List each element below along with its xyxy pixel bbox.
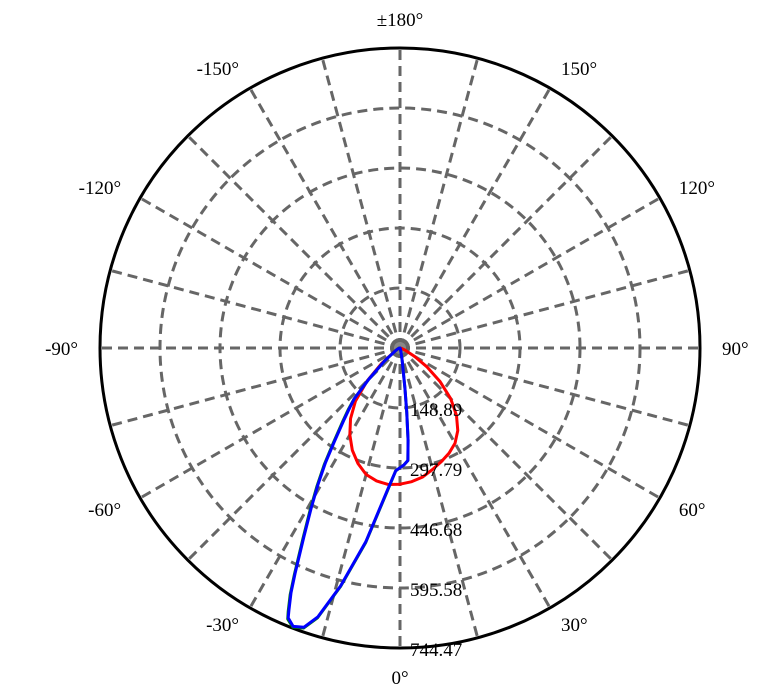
grid-spoke bbox=[186, 134, 402, 350]
grid-spoke bbox=[109, 346, 401, 428]
series-layer bbox=[286, 346, 460, 630]
grid-spoke bbox=[320, 57, 402, 349]
angle-tick-label: -90° bbox=[45, 339, 78, 360]
radial-tick-label: 148.89 bbox=[410, 400, 462, 421]
angle-tick-label: -150° bbox=[197, 59, 239, 80]
grid-spoke bbox=[399, 268, 691, 350]
grid-spoke bbox=[139, 346, 401, 500]
grid-spoke bbox=[320, 347, 402, 639]
grid-spoke bbox=[139, 196, 401, 350]
grid-spoke bbox=[398, 347, 552, 609]
grid-spoke bbox=[109, 268, 401, 350]
angle-tick-label: -120° bbox=[79, 178, 121, 199]
radial-tick-label: 744.47 bbox=[410, 640, 462, 661]
grid-spoke bbox=[399, 196, 661, 350]
grid-spoke bbox=[398, 57, 480, 349]
angle-tick-label: 0° bbox=[391, 668, 408, 689]
angle-tick-label: -30° bbox=[206, 615, 239, 636]
angle-tick-label: 90° bbox=[722, 339, 749, 360]
grid-spoke bbox=[398, 134, 614, 350]
radial-tick-label: 297.79 bbox=[410, 460, 462, 481]
outer-circle bbox=[98, 46, 702, 650]
grid-spoke bbox=[398, 347, 480, 639]
radial-tick-label: 446.68 bbox=[410, 520, 462, 541]
series-line-3 bbox=[286, 346, 410, 629]
grid-circle bbox=[338, 286, 462, 410]
angle-tick-label: -60° bbox=[88, 500, 121, 521]
angle-tick-label: ±180° bbox=[377, 10, 424, 31]
grid-spoke bbox=[398, 87, 552, 349]
grid-spoke bbox=[398, 346, 614, 562]
grid-spoke bbox=[248, 347, 402, 609]
radial-tick-label: 595.58 bbox=[410, 580, 462, 601]
grid-spoke bbox=[399, 346, 661, 500]
angle-tick-label: 120° bbox=[679, 178, 715, 199]
series-line-1 bbox=[348, 346, 460, 486]
label-layer: 148.89 297.79 446.68 595.58 744.470° 30° 60° 90… bbox=[45, 10, 749, 689]
grid-spoke bbox=[399, 346, 691, 428]
angle-tick-label: 30° bbox=[561, 615, 588, 636]
grid-spoke bbox=[248, 87, 402, 349]
angle-tick-label: 150° bbox=[561, 59, 597, 80]
grid-layer bbox=[98, 46, 702, 650]
angle-tick-label: 60° bbox=[679, 500, 706, 521]
series-line-2 bbox=[286, 346, 410, 630]
